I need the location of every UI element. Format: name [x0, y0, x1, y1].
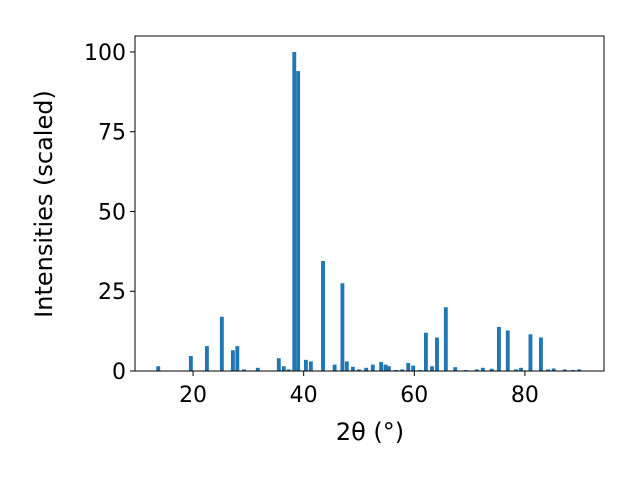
bar: [411, 365, 416, 371]
bar: [188, 356, 193, 371]
bar: [321, 260, 325, 371]
bar: [474, 369, 479, 371]
bar: [235, 346, 240, 371]
x-axis-label: 2θ (°): [336, 418, 404, 446]
bar: [286, 369, 291, 371]
plot-frame: [134, 35, 605, 372]
bar: [562, 369, 567, 371]
bar: [255, 367, 260, 371]
bar: [230, 350, 235, 371]
y-tick-label: 0: [112, 360, 126, 385]
bar: [505, 330, 510, 371]
bar: [357, 369, 361, 371]
bar: [156, 366, 161, 371]
bar: [303, 359, 308, 371]
bar: [453, 367, 458, 371]
x-tick-label: 60: [400, 383, 428, 408]
y-tick-label: 50: [98, 200, 126, 225]
x-tick-label: 40: [290, 383, 318, 408]
bar: [292, 51, 297, 371]
bar: [496, 326, 501, 371]
bar: [435, 337, 439, 371]
y-tick-label: 25: [98, 280, 126, 305]
bar: [204, 346, 209, 371]
bar: [577, 369, 582, 371]
bar: [539, 337, 543, 371]
bar: [364, 367, 369, 371]
y-tick-label: 100: [84, 41, 126, 66]
bar: [219, 316, 224, 371]
bar: [332, 364, 337, 371]
bar: [514, 369, 518, 371]
bar: [406, 363, 411, 371]
bar: [276, 358, 281, 371]
bar: [281, 366, 286, 371]
bar: [370, 364, 375, 371]
bar: [551, 368, 556, 371]
bar: [480, 367, 485, 371]
bar: [528, 334, 533, 371]
bar: [344, 361, 349, 371]
x-tick-label: 20: [179, 383, 207, 408]
x-tick-label: 80: [511, 383, 539, 408]
bar: [350, 366, 355, 371]
bar: [296, 71, 301, 371]
bar: [340, 283, 345, 371]
bar: [423, 332, 428, 371]
bar: [242, 369, 246, 371]
bar: [383, 364, 388, 371]
bar: [519, 367, 523, 371]
bar: [430, 366, 434, 371]
bar: [386, 366, 391, 371]
y-tick-label: 75: [98, 121, 126, 146]
bar: [489, 368, 494, 371]
bar: [400, 369, 405, 371]
bar: [443, 307, 448, 371]
y-axis-label: Intensities (scaled): [30, 90, 58, 318]
bar: [379, 362, 384, 371]
bar: [308, 361, 313, 371]
bar: [546, 369, 551, 371]
